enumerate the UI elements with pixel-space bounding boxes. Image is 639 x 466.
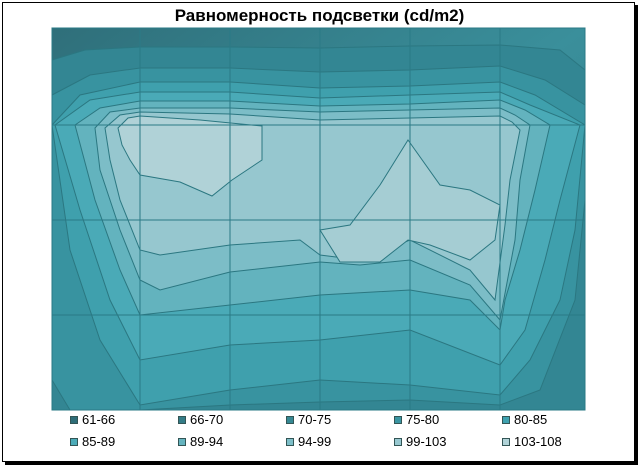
legend-swatch <box>178 437 186 446</box>
legend-item-89-94: 89-94 <box>178 434 223 449</box>
chart-title: Равномерность подсветки (cd/m2) <box>174 6 465 25</box>
legend-label: 80-85 <box>514 412 548 427</box>
legend-item-66-70: 66-70 <box>178 412 223 427</box>
legend-item-80-85: 80-85 <box>502 412 547 427</box>
legend-label: 85-89 <box>82 434 116 449</box>
legend-label: 89-94 <box>190 434 224 449</box>
grid-lines <box>51 27 586 411</box>
legend-item-103-108: 103-108 <box>502 434 562 449</box>
legend-item-99-103: 99-103 <box>394 434 446 449</box>
legend-label: 103-108 <box>514 434 562 449</box>
legend-swatch <box>394 415 402 424</box>
legend-swatch <box>286 415 294 424</box>
legend-label: 75-80 <box>406 412 440 427</box>
legend-swatch <box>394 437 402 446</box>
legend-label: 61-66 <box>82 412 116 427</box>
legend-swatch <box>502 415 510 424</box>
legend-label: 99-103 <box>406 434 447 449</box>
legend-swatch <box>178 415 186 424</box>
legend-swatch <box>502 437 510 446</box>
legend-label: 66-70 <box>190 412 224 427</box>
legend-item-75-80: 75-80 <box>394 412 439 427</box>
legend-item-94-99: 94-99 <box>286 434 331 449</box>
legend-label: 94-99 <box>298 434 332 449</box>
legend-item-85-89: 85-89 <box>70 434 115 449</box>
legend-label: 70-75 <box>298 412 332 427</box>
legend-swatch <box>70 437 78 446</box>
legend-swatch <box>70 415 78 424</box>
legend-item-70-75: 70-75 <box>286 412 331 427</box>
legend-swatch <box>286 437 294 446</box>
legend-item-61-66: 61-66 <box>70 412 115 427</box>
